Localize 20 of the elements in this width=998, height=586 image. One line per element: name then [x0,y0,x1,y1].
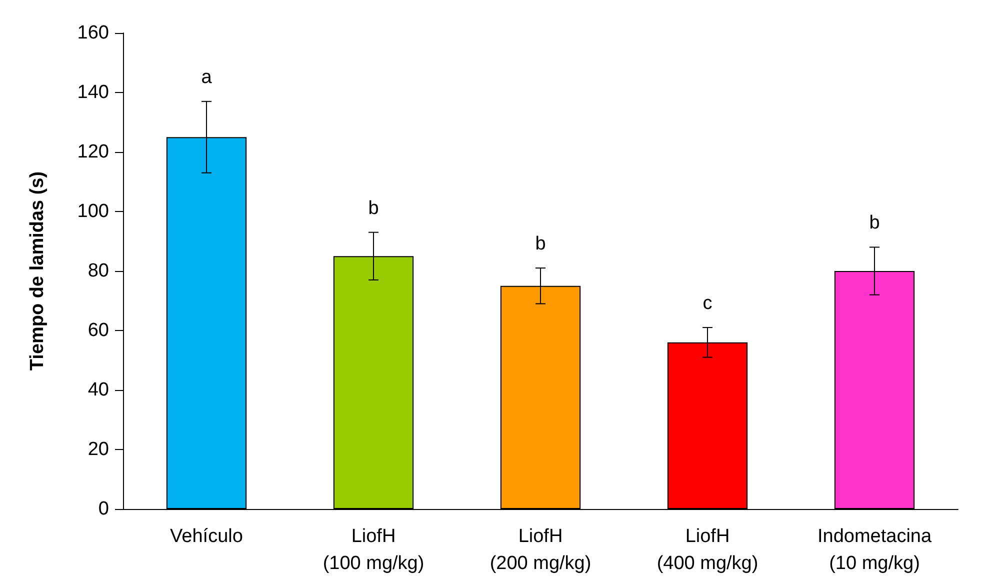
x-tick-label: Indometacina (10 mg/kg) [817,526,932,574]
y-tick-label: 0 [98,498,109,520]
y-tick-label: 40 [88,380,109,400]
y-tick-label: 60 [88,320,109,341]
y-tick-label: 120 [77,142,109,162]
y-tick-label: 80 [88,260,109,282]
y-tick-label: 20 [88,439,109,460]
annotation: b [535,234,546,255]
y-tick-label: 140 [77,82,109,103]
annotation: b [869,212,880,234]
x-tick-label: LiofH (200 mg/kg) [490,526,592,574]
y-tick-label: 160 [77,22,109,44]
x-tick-label: LiofH (400 mg/kg) [656,526,758,574]
x-tick-label: LiofH (100 mg/kg) [322,526,424,574]
y-tick-label: 100 [77,201,109,222]
y-axis-title: Tiempo de lamidas (s) [27,171,48,371]
annotation: a [201,66,212,88]
x-tick-label: Vehículo [170,526,243,547]
annotation: c [702,293,712,314]
annotation: b [368,198,379,219]
